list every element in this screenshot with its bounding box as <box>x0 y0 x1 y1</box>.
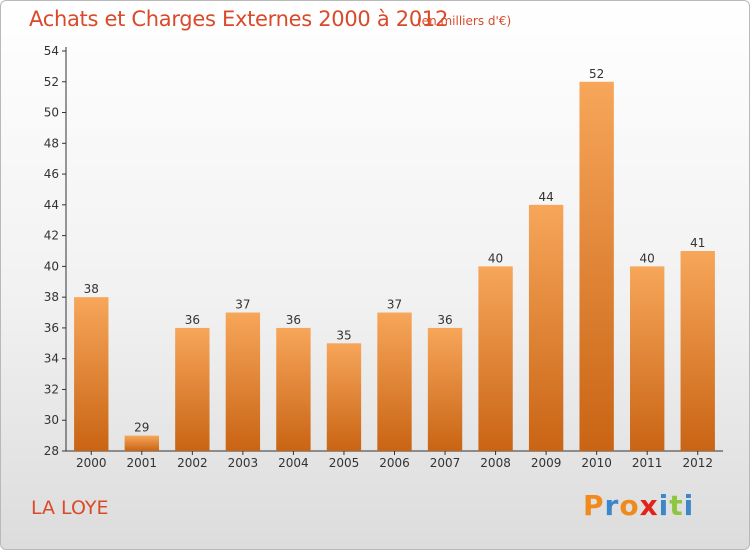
bar-value-label: 37 <box>387 298 402 312</box>
x-tick-label: 2007 <box>430 456 461 470</box>
bar-2004 <box>276 327 311 451</box>
x-tick-label: 2002 <box>177 456 208 470</box>
logo-letter: i <box>658 489 670 522</box>
logo-letter: i <box>683 489 695 522</box>
y-tick-label: 32 <box>44 382 59 396</box>
bar-2011 <box>630 266 665 451</box>
x-tick-label: 2000 <box>76 456 107 470</box>
y-tick-label: 52 <box>44 75 59 89</box>
x-tick-label: 2010 <box>581 456 612 470</box>
bar-2002 <box>175 327 210 451</box>
y-tick-label: 48 <box>44 136 59 150</box>
x-tick-label: 2004 <box>278 456 309 470</box>
x-tick-label: 2012 <box>682 456 713 470</box>
bar-2007 <box>427 327 463 451</box>
x-tick-label: 2005 <box>329 456 360 470</box>
bar-2005 <box>326 343 362 451</box>
x-tick-label: 2011 <box>632 456 663 470</box>
logo-letter: t <box>669 489 684 522</box>
bar-value-label: 40 <box>640 251 655 265</box>
y-tick-label: 46 <box>44 167 59 181</box>
x-tick-label: 2008 <box>480 456 511 470</box>
bar-value-label: 35 <box>336 328 351 342</box>
bar-value-label: 40 <box>488 251 503 265</box>
y-tick-label: 44 <box>44 198 59 212</box>
y-tick-label: 36 <box>44 321 59 335</box>
y-tick-label: 34 <box>44 352 59 366</box>
x-tick-label: 2006 <box>379 456 410 470</box>
y-tick-label: 50 <box>44 106 59 120</box>
bar-2001 <box>124 435 159 451</box>
bar-2003 <box>225 312 261 451</box>
bar-value-label: 36 <box>286 313 301 327</box>
bar-value-label: 36 <box>185 313 200 327</box>
y-tick-label: 54 <box>44 44 59 58</box>
x-tick-label: 2003 <box>228 456 259 470</box>
bar-value-label: 44 <box>538 190 553 204</box>
y-tick-label: 40 <box>44 259 59 273</box>
bar-2012 <box>680 251 715 451</box>
chart-title: Achats et Charges Externes 2000 à 2012 <box>29 7 449 31</box>
bar-value-label: 37 <box>235 298 250 312</box>
logo-letter: x <box>639 489 659 522</box>
y-tick-label: 42 <box>44 229 59 243</box>
bar-2010 <box>579 81 614 452</box>
bar-value-label: 52 <box>589 67 604 81</box>
bar-2006 <box>377 312 412 451</box>
bar-value-label: 36 <box>437 313 452 327</box>
proxiti-logo: Proxiti <box>583 489 694 522</box>
y-tick-label: 28 <box>44 444 59 458</box>
bar-value-label: 38 <box>84 282 99 296</box>
logo-letter: P <box>583 489 605 522</box>
bar-value-label: 29 <box>134 421 149 435</box>
logo-letter: r <box>604 489 620 522</box>
y-tick-label: 38 <box>44 290 59 304</box>
commune-name: LA LOYE <box>31 497 109 519</box>
bar-value-label: 41 <box>690 236 705 250</box>
bar-2009 <box>528 204 564 451</box>
logo-letter: o <box>619 489 640 522</box>
chart-unit-note: (en milliers d'€) <box>417 14 512 28</box>
x-tick-label: 2009 <box>531 456 562 470</box>
bar-2008 <box>478 266 513 451</box>
y-tick-label: 30 <box>44 413 59 427</box>
bar-2000 <box>74 297 109 451</box>
x-tick-label: 2001 <box>127 456 158 470</box>
